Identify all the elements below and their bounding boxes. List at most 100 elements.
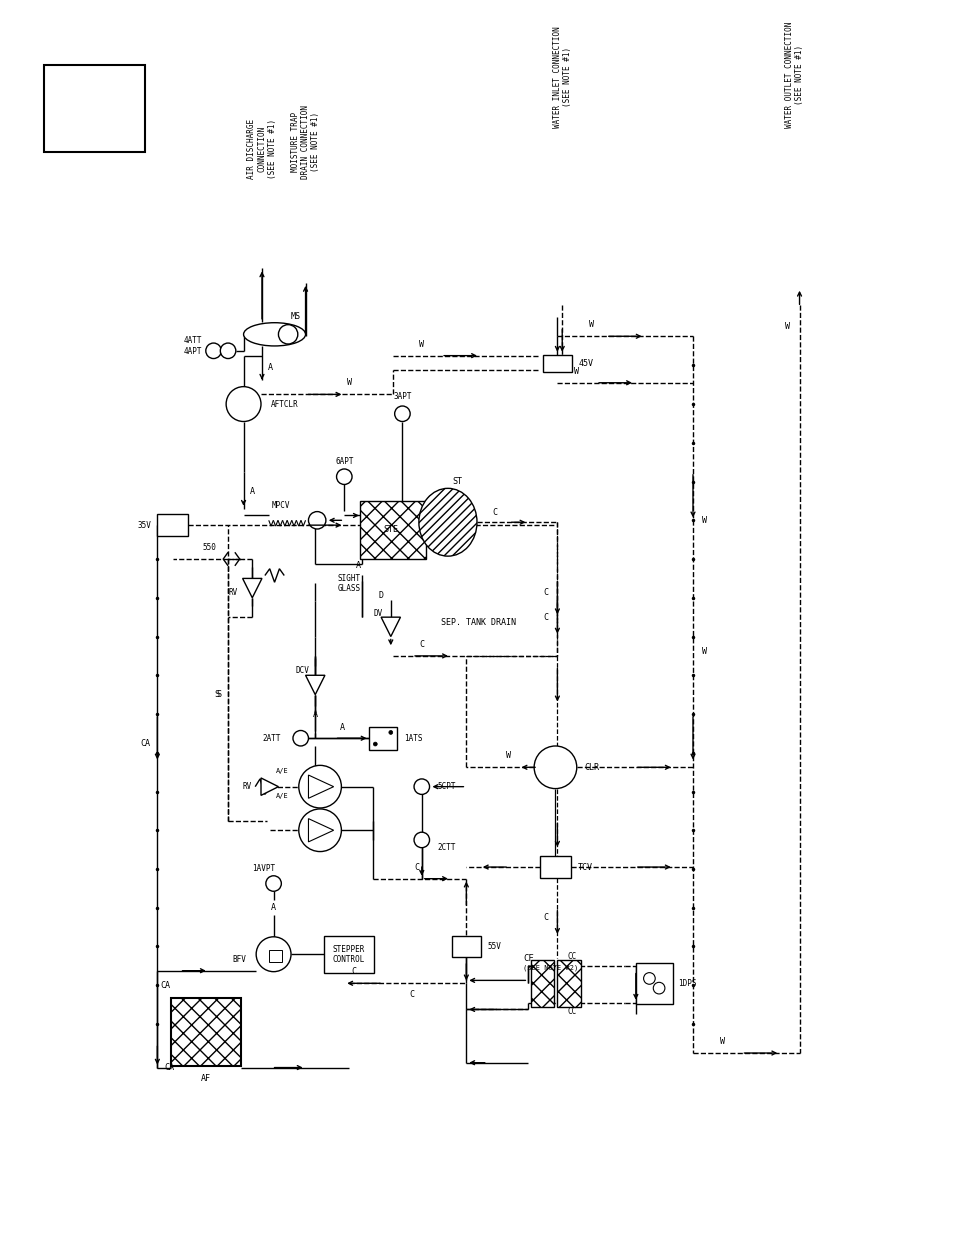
Circle shape [373,742,376,746]
Text: A/E: A/E [275,768,289,774]
Bar [157,515,188,536]
Text: SIGHT
GLASS: SIGHT GLASS [337,573,360,593]
Text: 2ATT: 2ATT [263,734,281,742]
Polygon shape [261,778,278,795]
Text: C: C [351,967,356,976]
Text: 1AVPT: 1AVPT [253,863,275,873]
Text: ST: ST [452,477,462,487]
Text: W: W [419,340,424,348]
Bar [531,960,554,1007]
Polygon shape [305,676,325,694]
Text: STE: STE [383,525,397,535]
Text: SEP. TANK DRAIN: SEP. TANK DRAIN [440,618,516,626]
Text: W: W [701,516,706,525]
Circle shape [278,325,297,345]
Text: CC: CC [567,1007,576,1016]
Polygon shape [242,578,262,598]
Text: C: C [542,613,548,621]
Text: (SEE NOTE #2): (SEE NOTE #2) [523,965,578,971]
Circle shape [395,406,410,421]
Text: 1DPS: 1DPS [678,979,697,988]
Text: A: A [356,562,361,571]
Text: MS: MS [291,312,300,321]
Circle shape [256,937,291,972]
Text: W: W [701,647,706,656]
Circle shape [298,809,341,852]
Text: W: W [506,751,511,761]
Text: DV: DV [374,609,382,618]
Text: 5CPT: 5CPT [436,782,456,792]
Text: W: W [574,367,578,375]
Text: W: W [784,322,789,331]
Ellipse shape [243,322,305,346]
Bar [557,960,580,1007]
Circle shape [389,730,393,735]
Circle shape [414,832,429,847]
Text: WATER INLET CONNECTION
(SEE NOTE #1): WATER INLET CONNECTION (SEE NOTE #1) [552,26,572,128]
Text: 35V: 35V [137,521,152,530]
Text: RV: RV [243,782,252,792]
Text: D: D [378,592,383,600]
Text: A: A [339,722,344,732]
Text: C: C [409,990,415,999]
Text: DCV: DCV [295,666,310,676]
Circle shape [293,730,308,746]
Text: W: W [346,378,352,388]
Circle shape [308,511,326,529]
Bar [636,963,672,1004]
Text: 550: 550 [202,543,216,552]
Bar [539,856,570,878]
Text: A: A [268,363,273,372]
Text: MPCV: MPCV [272,501,291,510]
Bar [269,951,282,962]
Circle shape [298,766,341,808]
Bar [369,726,396,750]
Text: AIR DISCHARGE
CONNECTION
(SEE NOTE #1): AIR DISCHARGE CONNECTION (SEE NOTE #1) [247,120,276,179]
Text: CA: CA [141,739,151,747]
Text: A/E: A/E [275,793,289,799]
Bar [171,998,240,1066]
Text: 2CTT: 2CTT [436,844,456,852]
Text: AFTCLR: AFTCLR [271,400,298,409]
Circle shape [336,469,352,484]
Text: STEPPER
CONTROL: STEPPER CONTROL [333,945,365,965]
Text: W: W [719,1037,723,1046]
Text: C: C [492,508,497,517]
Polygon shape [308,819,334,842]
Text: CA: CA [165,1063,174,1072]
Bar [44,65,145,152]
Text: A: A [271,903,275,913]
Text: W: W [588,320,593,330]
Circle shape [226,387,261,421]
Text: TCV: TCV [578,862,592,872]
Text: S: S [213,690,219,699]
Circle shape [534,746,577,789]
Circle shape [220,343,235,358]
Text: BFV: BFV [233,955,246,963]
Bar [452,936,480,957]
Text: C: C [542,588,548,598]
Circle shape [206,343,221,358]
Text: 55V: 55V [487,942,501,951]
Text: C: C [414,862,419,872]
Bar [324,936,374,973]
Text: CA: CA [160,981,170,989]
Bar [542,354,571,372]
Text: CLR: CLR [584,763,598,772]
Bar [359,501,425,559]
Text: A: A [313,710,317,719]
Text: RV: RV [228,588,237,598]
Polygon shape [380,618,400,636]
Text: CF: CF [523,953,534,962]
Text: C: C [542,913,548,923]
Circle shape [266,876,281,892]
Ellipse shape [418,488,476,556]
Text: A: A [250,487,254,495]
Circle shape [653,982,664,994]
Text: C: C [419,640,424,648]
Text: 3APT: 3APT [393,391,412,401]
Circle shape [643,973,655,984]
Text: MOISTURE TRAP
DRAIN CONNECTION
(SEE NOTE #1): MOISTURE TRAP DRAIN CONNECTION (SEE NOTE… [291,105,320,179]
Text: 1ATS: 1ATS [404,734,422,742]
Text: CC: CC [567,952,576,961]
